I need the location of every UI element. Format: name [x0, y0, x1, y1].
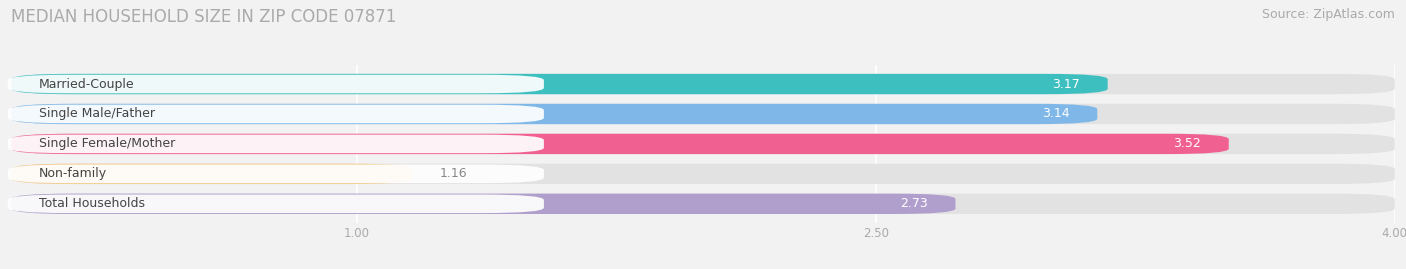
FancyBboxPatch shape [11, 74, 1395, 94]
FancyBboxPatch shape [8, 165, 544, 183]
Text: Single Male/Father: Single Male/Father [39, 108, 155, 121]
Text: MEDIAN HOUSEHOLD SIZE IN ZIP CODE 07871: MEDIAN HOUSEHOLD SIZE IN ZIP CODE 07871 [11, 8, 396, 26]
Text: 3.17: 3.17 [1052, 77, 1080, 91]
FancyBboxPatch shape [11, 194, 956, 214]
FancyBboxPatch shape [11, 164, 412, 184]
FancyBboxPatch shape [11, 134, 1395, 154]
FancyBboxPatch shape [8, 105, 544, 123]
FancyBboxPatch shape [11, 74, 1108, 94]
FancyBboxPatch shape [8, 194, 544, 213]
Text: 2.73: 2.73 [900, 197, 928, 210]
Text: 1.16: 1.16 [440, 167, 468, 180]
FancyBboxPatch shape [11, 164, 1395, 184]
Text: 3.52: 3.52 [1174, 137, 1201, 150]
Text: Total Households: Total Households [39, 197, 145, 210]
FancyBboxPatch shape [11, 104, 1097, 124]
Text: Single Female/Mother: Single Female/Mother [39, 137, 176, 150]
Text: 3.14: 3.14 [1042, 108, 1070, 121]
Text: Non-family: Non-family [39, 167, 107, 180]
FancyBboxPatch shape [11, 134, 1229, 154]
FancyBboxPatch shape [11, 194, 1395, 214]
FancyBboxPatch shape [11, 104, 1395, 124]
FancyBboxPatch shape [8, 134, 544, 153]
FancyBboxPatch shape [8, 75, 544, 93]
Text: Source: ZipAtlas.com: Source: ZipAtlas.com [1261, 8, 1395, 21]
Text: Married-Couple: Married-Couple [39, 77, 135, 91]
